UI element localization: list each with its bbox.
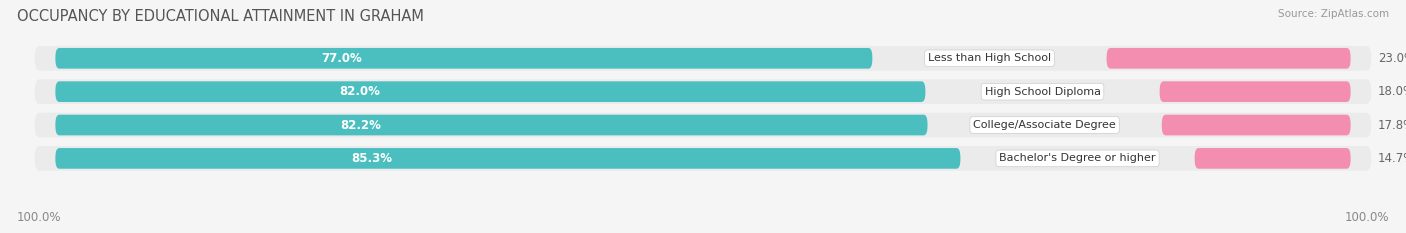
FancyBboxPatch shape bbox=[1107, 48, 1351, 69]
FancyBboxPatch shape bbox=[35, 113, 1371, 137]
FancyBboxPatch shape bbox=[1161, 115, 1351, 135]
FancyBboxPatch shape bbox=[55, 115, 928, 135]
Text: 82.0%: 82.0% bbox=[339, 85, 381, 98]
Text: 85.3%: 85.3% bbox=[352, 152, 392, 165]
Text: 17.8%: 17.8% bbox=[1378, 119, 1406, 131]
Text: 100.0%: 100.0% bbox=[17, 211, 62, 224]
Legend: Owner-occupied, Renter-occupied: Owner-occupied, Renter-occupied bbox=[576, 230, 830, 233]
Text: OCCUPANCY BY EDUCATIONAL ATTAINMENT IN GRAHAM: OCCUPANCY BY EDUCATIONAL ATTAINMENT IN G… bbox=[17, 9, 423, 24]
FancyBboxPatch shape bbox=[55, 81, 925, 102]
Text: 23.0%: 23.0% bbox=[1378, 52, 1406, 65]
FancyBboxPatch shape bbox=[55, 48, 872, 69]
FancyBboxPatch shape bbox=[35, 79, 1371, 104]
Text: College/Associate Degree: College/Associate Degree bbox=[973, 120, 1116, 130]
Text: Bachelor's Degree or higher: Bachelor's Degree or higher bbox=[1000, 153, 1156, 163]
Text: Less than High School: Less than High School bbox=[928, 53, 1052, 63]
Text: 14.7%: 14.7% bbox=[1378, 152, 1406, 165]
Text: 77.0%: 77.0% bbox=[321, 52, 361, 65]
Text: 82.2%: 82.2% bbox=[340, 119, 381, 131]
Text: Source: ZipAtlas.com: Source: ZipAtlas.com bbox=[1278, 9, 1389, 19]
FancyBboxPatch shape bbox=[1195, 148, 1351, 169]
FancyBboxPatch shape bbox=[1160, 81, 1351, 102]
FancyBboxPatch shape bbox=[55, 148, 960, 169]
FancyBboxPatch shape bbox=[35, 146, 1371, 171]
FancyBboxPatch shape bbox=[35, 46, 1371, 71]
Text: 100.0%: 100.0% bbox=[1344, 211, 1389, 224]
Text: High School Diploma: High School Diploma bbox=[984, 87, 1101, 97]
Text: 18.0%: 18.0% bbox=[1378, 85, 1406, 98]
